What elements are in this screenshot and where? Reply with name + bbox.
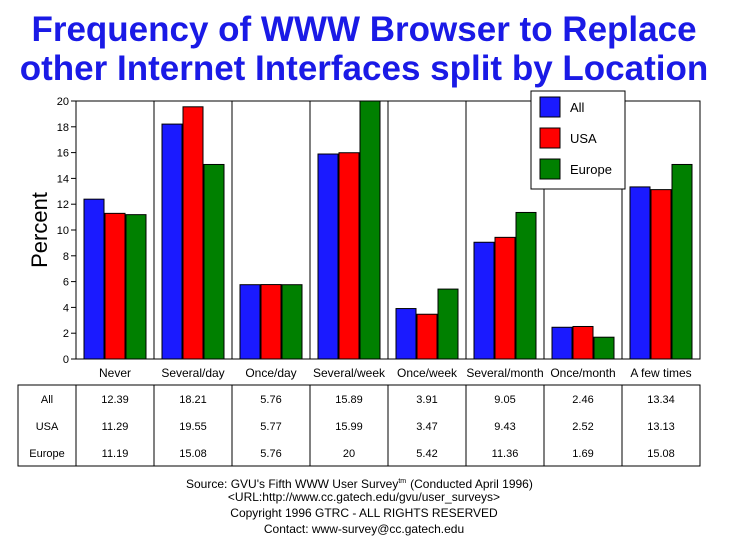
bar-usa-never — [104, 212, 126, 360]
bar-europe-several-month — [515, 211, 537, 360]
y-tick-label: 12 — [57, 199, 69, 211]
bar-all-several-week — [317, 153, 339, 360]
bar-all-once-week — [395, 308, 417, 360]
bar-usa-once-week — [416, 313, 438, 360]
plot-area: Never Several/day Once/day Several/week Once… — [57, 96, 701, 380]
bar-europe-once-day — [281, 284, 303, 360]
source-url: <URL:http://www.cc.gatech.edu/gvu/user_s… — [228, 490, 500, 504]
legend-swatch-all — [539, 96, 561, 118]
x-tick-label: A few times — [630, 366, 691, 380]
y-tick-label: 4 — [63, 302, 69, 314]
table-cell: 5.77 — [260, 421, 281, 433]
bar-all-once-month — [551, 326, 573, 360]
table-row-label-usa: USA — [36, 421, 59, 433]
table-cell: 15.99 — [335, 421, 363, 433]
y-tick-label: 8 — [63, 251, 69, 263]
legend-swatch-usa — [539, 127, 561, 149]
table-cell: 5.76 — [260, 394, 281, 406]
bar-all-a-few-times — [629, 186, 651, 360]
bar-all-several-month — [473, 241, 495, 360]
x-tick-label: Several/month — [466, 366, 543, 380]
legend-label-all: All — [570, 100, 585, 115]
chart-title-line-2: other Internet Interfaces split by Locat… — [20, 49, 708, 88]
source-block: Source: GVU's Fifth WWW User Surveytm (Co… — [186, 477, 533, 536]
bar-usa-several-week — [338, 152, 360, 360]
chart-title-line-1: Frequency of WWW Browser to Replace — [31, 10, 696, 49]
table-cell: 3.91 — [416, 394, 437, 406]
table-frame — [17, 384, 701, 467]
table-cell: 9.43 — [494, 421, 515, 433]
table-cell: 9.05 — [494, 394, 515, 406]
table-cell: 13.34 — [647, 394, 675, 406]
y-tick-label: 16 — [57, 148, 69, 160]
bar-usa-several-day — [182, 106, 204, 360]
table-cell: 2.52 — [572, 421, 593, 433]
table-cell: 5.76 — [260, 448, 281, 460]
contact: Contact: www-survey@cc.gatech.edu — [264, 522, 464, 536]
x-tick-label: Never — [99, 366, 131, 380]
table-cell: 15.89 — [335, 394, 363, 406]
y-tick-label: 2 — [63, 328, 69, 340]
y-tick-label: 6 — [63, 277, 69, 289]
y-tick-label: 10 — [57, 225, 69, 237]
y-axis-label: Percent — [27, 192, 52, 268]
table-row-label-all: All — [41, 394, 53, 406]
table-cell: 19.55 — [179, 421, 207, 433]
legend-label-europe: Europe — [570, 162, 612, 177]
legend-label-usa: USA — [570, 131, 597, 146]
table-cell: 15.08 — [179, 448, 207, 460]
table-row-label-europe: Europe — [29, 448, 64, 460]
table-cell: 11.29 — [102, 421, 129, 433]
source-line: Source: GVU's Fifth WWW User Surveytm (Co… — [186, 477, 533, 491]
bar-all-never — [83, 198, 105, 360]
bar-europe-several-day — [203, 163, 225, 360]
bar-europe-several-week — [359, 100, 381, 360]
table-cell: 11.19 — [102, 448, 129, 460]
x-tick-label: Once/day — [245, 366, 296, 380]
table-cell: 1.69 — [572, 448, 593, 460]
table-cell: 18.21 — [179, 394, 207, 406]
source-tm: tm — [398, 478, 406, 485]
y-tick-label: 20 — [57, 96, 69, 108]
bar-europe-a-few-times — [671, 163, 693, 360]
table-cell: 20 — [343, 448, 355, 460]
table-cell: 2.46 — [572, 394, 593, 406]
table-cell: 15.08 — [647, 448, 675, 460]
x-tick-label: Once/month — [550, 366, 615, 380]
table-cell: 5.42 — [416, 448, 437, 460]
table-cell: 13.13 — [647, 421, 675, 433]
bar-europe-never — [125, 214, 147, 360]
y-tick-label: 14 — [57, 173, 69, 185]
x-tick-label: Once/week — [397, 366, 458, 380]
bar-usa-once-day — [260, 284, 282, 360]
bar-usa-once-month — [572, 325, 594, 360]
bar-all-once-day — [239, 284, 261, 360]
bar-all-several-day — [161, 123, 183, 360]
table-cell: 11.36 — [492, 448, 519, 460]
legend-swatch-europe — [539, 158, 561, 180]
x-tick-label: Several/week — [313, 366, 386, 380]
bar-europe-once-month — [593, 336, 615, 360]
y-tick-label: 18 — [57, 122, 69, 134]
table-cell: 3.47 — [416, 421, 437, 433]
bar-europe-once-week — [437, 288, 459, 360]
y-tick-label: 0 — [63, 354, 69, 366]
legend: All USA Europe — [530, 90, 626, 190]
x-tick-label: Several/day — [161, 366, 224, 380]
copyright: Copyright 1996 GTRC - ALL RIGHTS RESERVE… — [230, 506, 498, 520]
table-cell: 12.39 — [101, 394, 129, 406]
bar-usa-a-few-times — [650, 189, 672, 360]
bar-usa-several-month — [494, 236, 516, 360]
data-table: All 12.39 18.21 5.76 15.89 3.91 9.05 2.46 13.34 U… — [17, 384, 701, 467]
